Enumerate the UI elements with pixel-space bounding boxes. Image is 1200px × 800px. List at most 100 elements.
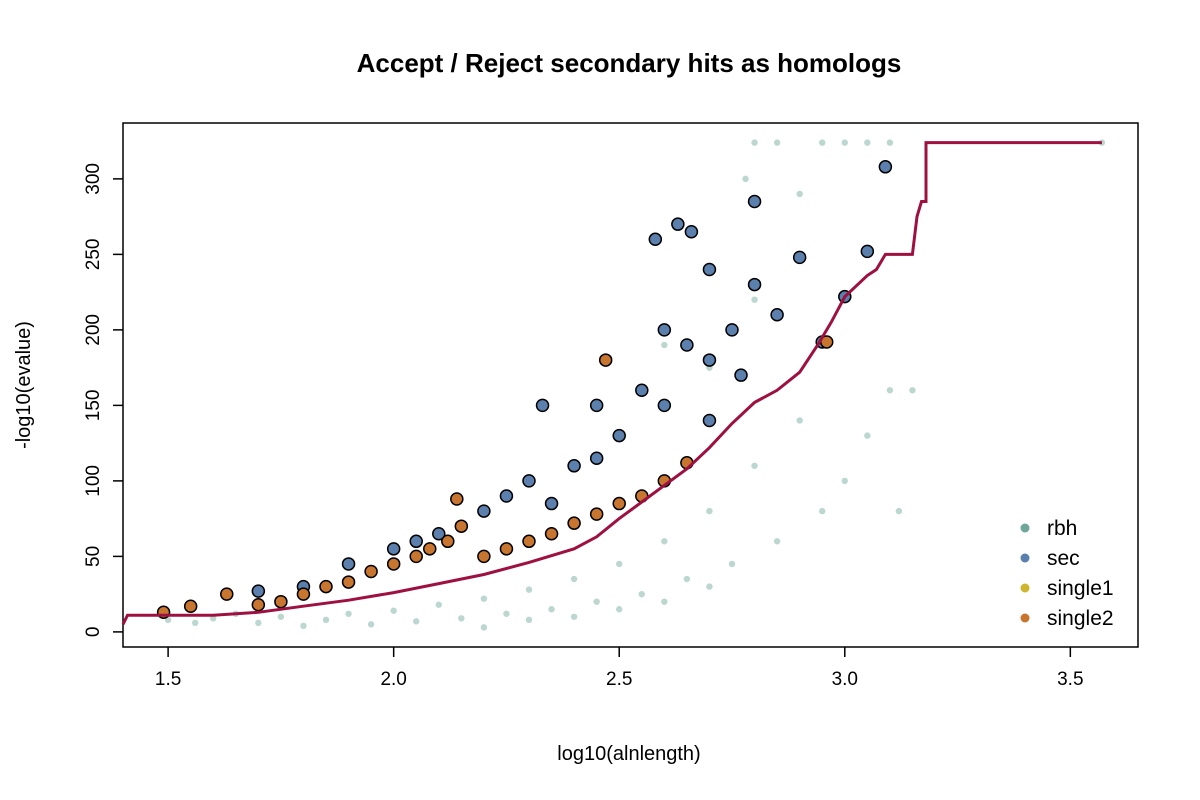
x-axis: 1.5 2.0 2.5 3.0 3.5 [155, 647, 1084, 690]
point-rbh [435, 601, 442, 608]
x-axis-label: log10(alnlength) [557, 743, 700, 765]
legend-label-sec: sec [1047, 547, 1080, 570]
point-sec [747, 277, 762, 292]
chart-title: Accept / Reject secondary hits as homolo… [357, 48, 902, 78]
point-rbh [345, 610, 352, 617]
point-rbh [570, 613, 578, 620]
point-rbh [480, 624, 488, 631]
point-rbh [593, 598, 600, 605]
point-single2 [220, 587, 234, 601]
legend-marker-single1 [1020, 583, 1030, 593]
point-sec [680, 338, 694, 352]
point-sec [702, 413, 717, 428]
point-sec [671, 217, 685, 231]
point-sec [684, 224, 699, 239]
point-sec [386, 542, 401, 556]
point-single2 [441, 534, 455, 549]
point-sec [792, 250, 807, 265]
point-single2 [183, 599, 198, 613]
point-rbh [616, 606, 623, 613]
point-rbh [895, 507, 903, 515]
point-rbh [661, 538, 668, 545]
point-rbh [525, 616, 533, 624]
point-rbh [322, 616, 330, 624]
point-rbh [367, 621, 375, 628]
point-sec [477, 504, 491, 518]
point-rbh [480, 595, 488, 602]
point-rbh [548, 606, 555, 613]
point-sec [648, 232, 663, 247]
point-rbh [864, 139, 871, 146]
point-single2 [296, 587, 311, 601]
x-tick-label: 3.5 [1057, 669, 1083, 690]
point-single2 [477, 549, 491, 564]
point-single2 [598, 353, 613, 367]
point-single2 [341, 575, 356, 589]
y-axis-label: -log10(evalue) [13, 321, 35, 449]
point-sec [432, 526, 446, 541]
legend-marker-rbh [1020, 523, 1030, 533]
point-sec [657, 398, 672, 413]
point-sec [612, 428, 626, 443]
point-rbh [796, 190, 803, 198]
legend-marker-sec [1020, 553, 1030, 563]
y-tick-label: 250 [83, 239, 104, 271]
point-rbh [661, 598, 668, 605]
point-rbh [1098, 139, 1106, 146]
point-single2 [612, 496, 626, 511]
point-sec [860, 244, 875, 259]
point-sec [544, 496, 559, 511]
point-sec [702, 353, 717, 367]
y-tick-label: 0 [83, 627, 104, 638]
point-sec [499, 489, 514, 503]
data-points [156, 139, 1106, 631]
point-single2 [251, 597, 266, 612]
point-sec [770, 308, 784, 322]
point-single2 [454, 519, 469, 533]
point-sec [747, 194, 762, 209]
point-rbh [570, 575, 578, 583]
legend-label-single1: single1 [1047, 577, 1114, 600]
point-single2 [567, 516, 581, 530]
point-sec [734, 368, 748, 382]
threshold-line [121, 141, 1102, 625]
point-rbh [819, 507, 826, 515]
x-tick-label: 2.5 [606, 669, 632, 690]
point-rbh [886, 387, 894, 394]
point-rbh [751, 296, 758, 303]
legend-label-rbh: rbh [1047, 517, 1077, 540]
point-single2 [423, 542, 437, 556]
point-sec [409, 534, 423, 549]
point-sec [341, 557, 356, 571]
point-single2 [589, 507, 604, 521]
point-sec [657, 323, 672, 337]
point-rbh [706, 583, 713, 590]
point-single2 [522, 534, 536, 549]
point-rbh [728, 560, 736, 568]
point-sec [535, 398, 550, 413]
point-rbh [841, 477, 848, 485]
point-sec [589, 451, 604, 465]
point-rbh [255, 619, 262, 627]
point-rbh [616, 560, 623, 568]
point-rbh [458, 615, 465, 622]
point-rbh [751, 462, 758, 469]
y-tick-label: 100 [83, 465, 104, 497]
point-single2 [450, 492, 464, 506]
point-rbh [751, 139, 758, 146]
point-sec [251, 584, 266, 598]
point-rbh [300, 622, 307, 630]
point-rbh [413, 618, 420, 625]
point-sec [702, 262, 717, 277]
x-tick-label: 2.0 [380, 669, 406, 690]
point-rbh [706, 507, 713, 515]
x-tick-label: 3.0 [832, 669, 858, 690]
legend-label-single2: single2 [1047, 607, 1114, 630]
point-rbh [661, 341, 668, 349]
point-single2 [274, 594, 288, 609]
point-rbh [864, 432, 871, 439]
point-rbh [841, 139, 848, 146]
point-single2 [409, 549, 423, 564]
point-sec [589, 398, 604, 413]
